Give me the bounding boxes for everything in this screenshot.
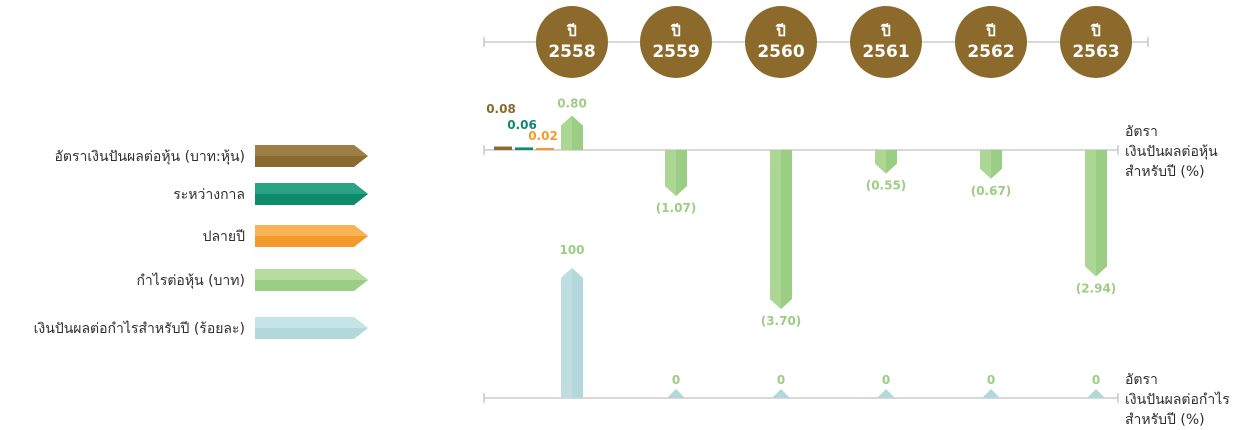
legend-swatch-highlight: [255, 145, 368, 156]
year-label: 2560: [757, 42, 804, 62]
data-label: 0.06: [507, 118, 537, 132]
year-circle-2558: [536, 6, 608, 78]
bar-final: [536, 148, 554, 150]
year-circle-2563: [1060, 6, 1132, 78]
year-prefix: ปี: [985, 22, 995, 40]
payout-label: 0: [882, 373, 890, 387]
legend: อัตราเงินปันผลต่อหุ้น (บาท:หุ้น) ระหว่างก…: [34, 145, 368, 339]
payout-ratio-panel: 100 0 0 0 0 0: [483, 243, 1119, 403]
axis-title-line: สำหรับปี (%): [1125, 164, 1205, 180]
payout-bar: [667, 389, 685, 398]
legend-label: เงินปันผลต่อกำไรสำหรับปี (ร้อยละ): [34, 320, 245, 337]
payout-label: 0: [987, 373, 995, 387]
payout-label: 100: [559, 243, 584, 257]
eps-label: (2.94): [1076, 281, 1117, 295]
year-circle-2562: [955, 6, 1027, 78]
year-prefix: ปี: [880, 22, 890, 40]
eps-label: (1.07): [656, 201, 697, 215]
year-label: 2559: [652, 42, 699, 62]
bar-dividend: [494, 146, 512, 150]
payout-bar: [772, 389, 790, 398]
year-timeline: ปี 2558 ปี 2559 ปี 2560 ปี 2561 ปี 2562 ปี 2563: [483, 6, 1149, 78]
payout-label: 0: [777, 373, 785, 387]
year-prefix: ปี: [670, 22, 680, 40]
year-circle-2559: [640, 6, 712, 78]
axis-title-line: เงินปันผลต่อกำไร: [1125, 391, 1230, 408]
year-circle-2560: [745, 6, 817, 78]
payout-bar: [982, 389, 1000, 398]
eps-label: (0.55): [866, 179, 907, 193]
legend-label: ปลายปี: [203, 229, 246, 245]
payout-bar: [1087, 389, 1105, 398]
payout-bar: [877, 389, 895, 398]
axis-title-line: เงินปันผลต่อหุ้น: [1125, 144, 1218, 160]
eps-bar-highlight: [665, 150, 676, 197]
axis-title-line: อัตรา: [1125, 372, 1158, 388]
year-prefix: ปี: [1090, 22, 1100, 40]
legend-label: กำไรต่อหุ้น (บาท): [136, 272, 245, 289]
bar-interim: [515, 147, 533, 150]
year-prefix: ปี: [566, 22, 576, 40]
year-label: 2558: [548, 42, 595, 62]
legend-label: ระหว่างกาล: [173, 187, 245, 203]
year-label: 2563: [1072, 42, 1119, 62]
bottom-axis-title: อัตราเงินปันผลต่อกำไรสำหรับปี (%): [1125, 372, 1230, 428]
eps-bar-highlight: [875, 150, 886, 174]
legend-swatch-highlight: [255, 269, 368, 280]
top-axis-title: อัตราเงินปันผลต่อหุ้นสำหรับปี (%): [1125, 124, 1218, 180]
data-label: 0.08: [486, 102, 516, 116]
eps-bar-highlight: [561, 115, 572, 150]
payout-label: 0: [672, 373, 680, 387]
data-label: 0.02: [528, 129, 558, 143]
eps-bar-highlight: [1085, 150, 1096, 277]
legend-swatch-highlight: [255, 183, 368, 194]
eps-label: (3.70): [761, 314, 802, 328]
eps-label: 0.80: [557, 97, 587, 111]
dividend-eps-panel: 0.08 0.060.02 0.80 (1.07) (3.70) (0.55) (0.67)…: [483, 97, 1119, 328]
legend-swatch-highlight: [255, 225, 368, 236]
eps-label: (0.67): [971, 184, 1012, 198]
payout-bar-highlight: [561, 268, 572, 398]
axis-title-line: อัตรา: [1125, 124, 1158, 140]
eps-bar-highlight: [770, 150, 781, 310]
year-circle-2561: [850, 6, 922, 78]
axis-title-line: สำหรับปี (%): [1125, 412, 1205, 428]
year-label: 2561: [862, 42, 909, 62]
payout-label: 0: [1092, 373, 1100, 387]
legend-label: อัตราเงินปันผลต่อหุ้น (บาท:หุ้น): [55, 149, 245, 165]
year-prefix: ปี: [775, 22, 785, 40]
legend-swatch-highlight: [255, 317, 368, 328]
year-label: 2562: [967, 42, 1014, 62]
eps-bar-highlight: [980, 150, 991, 179]
